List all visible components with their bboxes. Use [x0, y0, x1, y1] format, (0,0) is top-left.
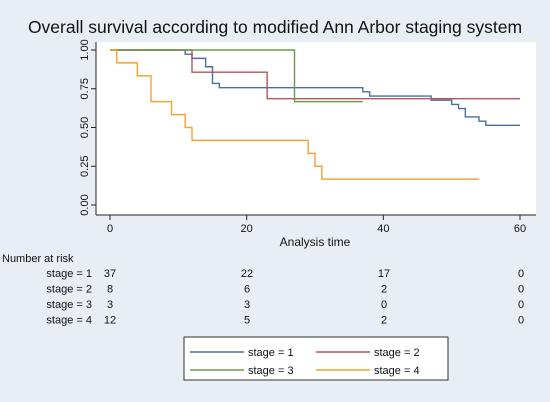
survival-curve-stage-1: [110, 49, 520, 127]
legend-box: [183, 336, 449, 381]
risk-row-label: stage = 2: [46, 284, 92, 296]
risk-count: 0: [518, 284, 524, 296]
risk-count: 12: [104, 315, 116, 327]
y-tick-label: 0.50: [79, 117, 91, 138]
x-tick-label: 0: [107, 223, 113, 235]
legend-label-stage-1: stage = 1: [248, 347, 294, 359]
survival-curves: [110, 49, 520, 180]
risk-count: 0: [518, 315, 524, 327]
risk-row-label: stage = 4: [46, 315, 92, 327]
y-tick-label: 1.00: [79, 39, 91, 60]
risk-count: 0: [381, 299, 387, 311]
legend-label-stage-4: stage = 4: [374, 365, 420, 377]
y-tick-label: 0.00: [79, 194, 91, 215]
survival-curve-stage-3: [110, 49, 363, 103]
x-tick-label: 20: [241, 223, 253, 235]
x-tick-label: 40: [377, 223, 389, 235]
legend-label-stage-3: stage = 3: [248, 365, 294, 377]
legend-label-stage-2: stage = 2: [374, 347, 420, 359]
risk-count: 6: [244, 284, 250, 296]
risk-count: 22: [241, 268, 253, 280]
plot-area: [96, 42, 536, 215]
risk-count: 3: [107, 299, 113, 311]
risk-count: 3: [244, 299, 250, 311]
risk-row-label: stage = 3: [46, 299, 92, 311]
risk-count: 8: [107, 284, 113, 296]
x-tick-label: 60: [514, 223, 526, 235]
risk-count: 0: [518, 299, 524, 311]
risk-count: 2: [381, 315, 387, 327]
risk-table-title: Number at risk: [2, 253, 74, 265]
chart-title: Overall survival according to modified A…: [28, 17, 522, 37]
risk-count: 5: [244, 315, 250, 327]
risk-count: 2: [381, 284, 387, 296]
risk-count: 37: [104, 268, 116, 280]
x-axis: 0 20 40 60: [96, 214, 536, 235]
y-axis: 0.00 0.25 0.50 0.75 1.00: [79, 39, 97, 216]
survival-curve-stage-4: [110, 49, 479, 180]
risk-count: 0: [518, 268, 524, 280]
x-axis-label: Analysis time: [280, 235, 351, 249]
y-tick-label: 0.75: [79, 78, 91, 99]
y-tick-label: 0.25: [79, 156, 91, 177]
risk-row-label: stage = 1: [46, 268, 92, 280]
legend: stage = 1 stage = 2 stage = 3 stage = 4: [183, 336, 449, 381]
risk-count: 17: [378, 268, 390, 280]
